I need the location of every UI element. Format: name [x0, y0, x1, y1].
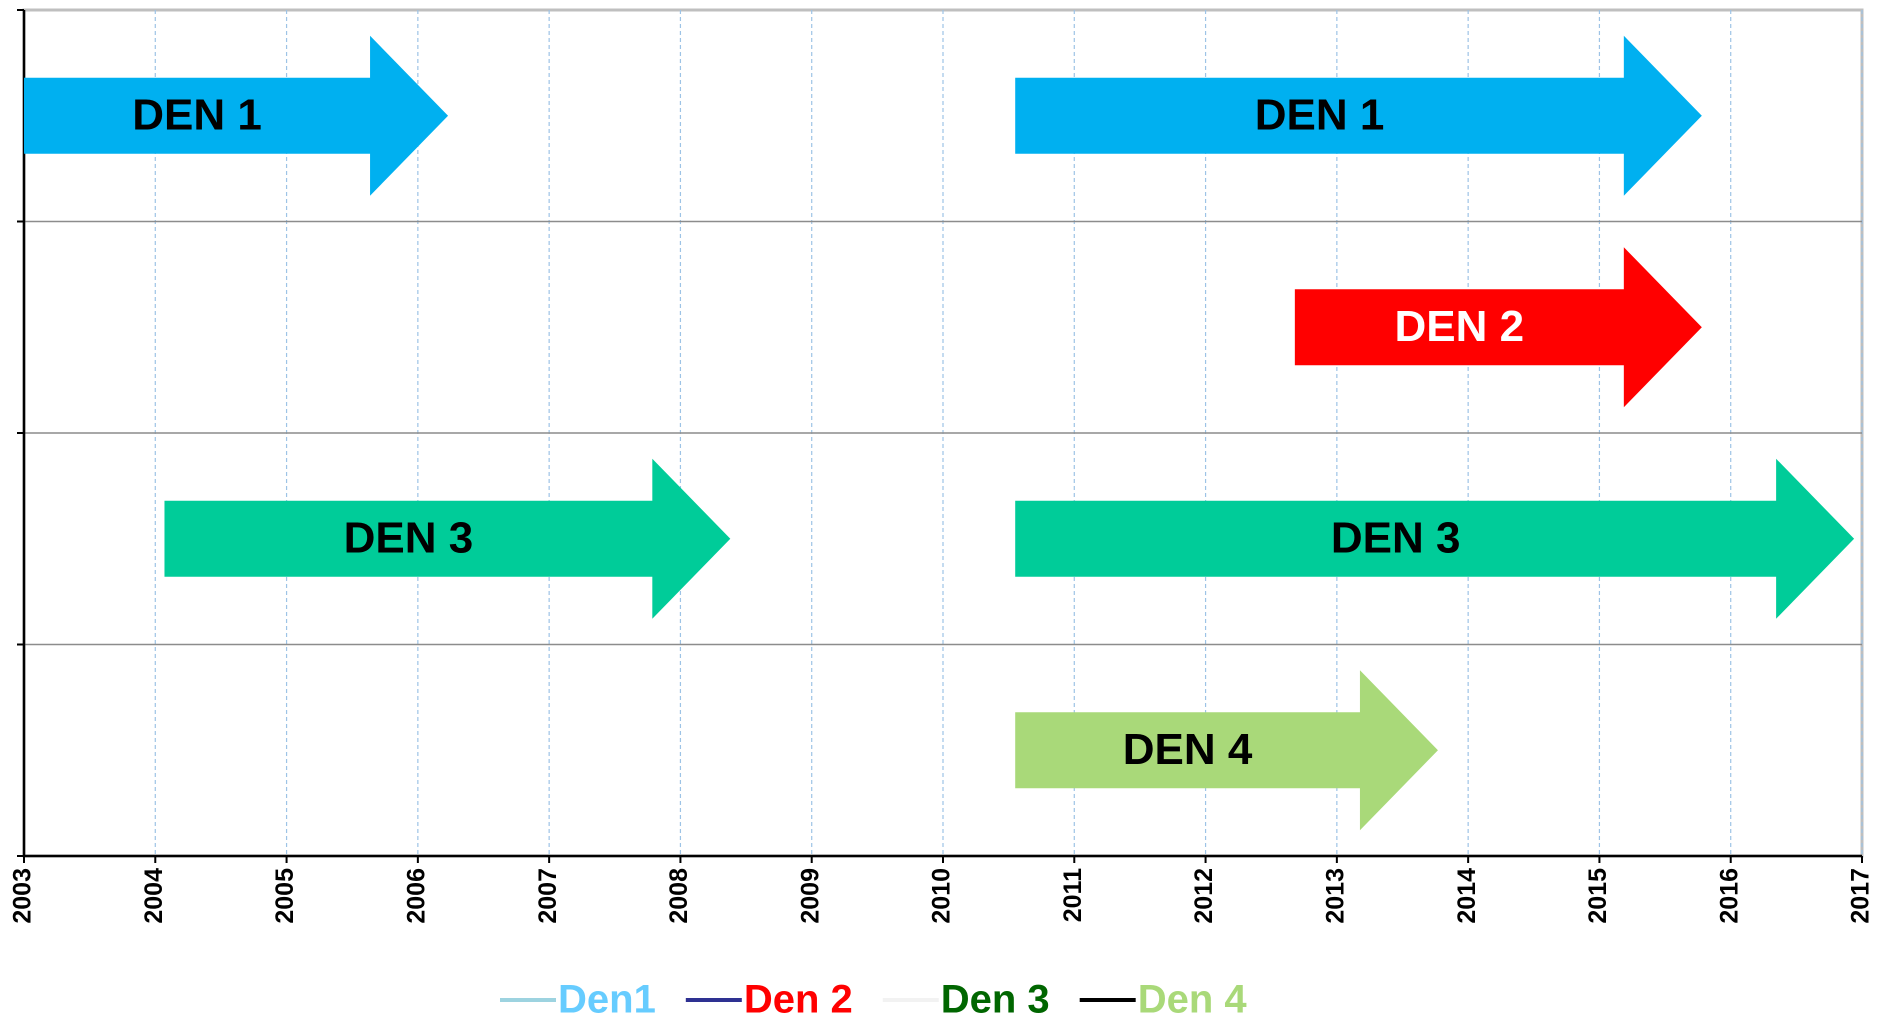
legend-label: Den 4 [1138, 978, 1248, 1018]
x-tick-label: 2009 [796, 868, 824, 924]
arrow-label: DEN 2 [1395, 302, 1525, 351]
arrow [1294, 247, 1702, 408]
arrow-label: DEN 1 [132, 90, 262, 139]
x-tick-label: 2016 [1715, 868, 1743, 924]
legend: Den1 Den 2 Den 3 Den 4 [500, 978, 1247, 1018]
x-tick-label: 2003 [9, 868, 37, 924]
x-tick-label: 2012 [1190, 868, 1218, 924]
x-tick-label: 2008 [665, 868, 693, 924]
arrow-label: DEN 3 [1331, 513, 1461, 562]
x-tick-label: 2015 [1584, 868, 1612, 924]
arrow-label: DEN 3 [344, 513, 474, 562]
legend-label: Den 3 [941, 978, 1050, 1018]
arrow-label: DEN 4 [1123, 725, 1253, 774]
x-tick-label: 2011 [1059, 868, 1087, 922]
x-tick-label: 2017 [1847, 868, 1875, 924]
legend-label: Den1 [558, 978, 656, 1018]
x-tick-label: 2014 [1453, 868, 1481, 924]
arrow-label: DEN 1 [1255, 90, 1385, 139]
arrow [1015, 458, 1855, 619]
x-tick-label: 2007 [534, 868, 562, 924]
x-tick-label: 2004 [140, 868, 168, 924]
legend-label: Den 2 [744, 978, 853, 1018]
x-tick-label: 2010 [928, 868, 956, 924]
arrow [1015, 35, 1702, 196]
x-tick-label: 2006 [402, 868, 430, 924]
x-tick-label: 2005 [271, 868, 299, 924]
arrow [164, 458, 731, 619]
arrow [1015, 670, 1438, 831]
arrow [24, 35, 449, 196]
x-tick-label: 2013 [1321, 868, 1349, 924]
